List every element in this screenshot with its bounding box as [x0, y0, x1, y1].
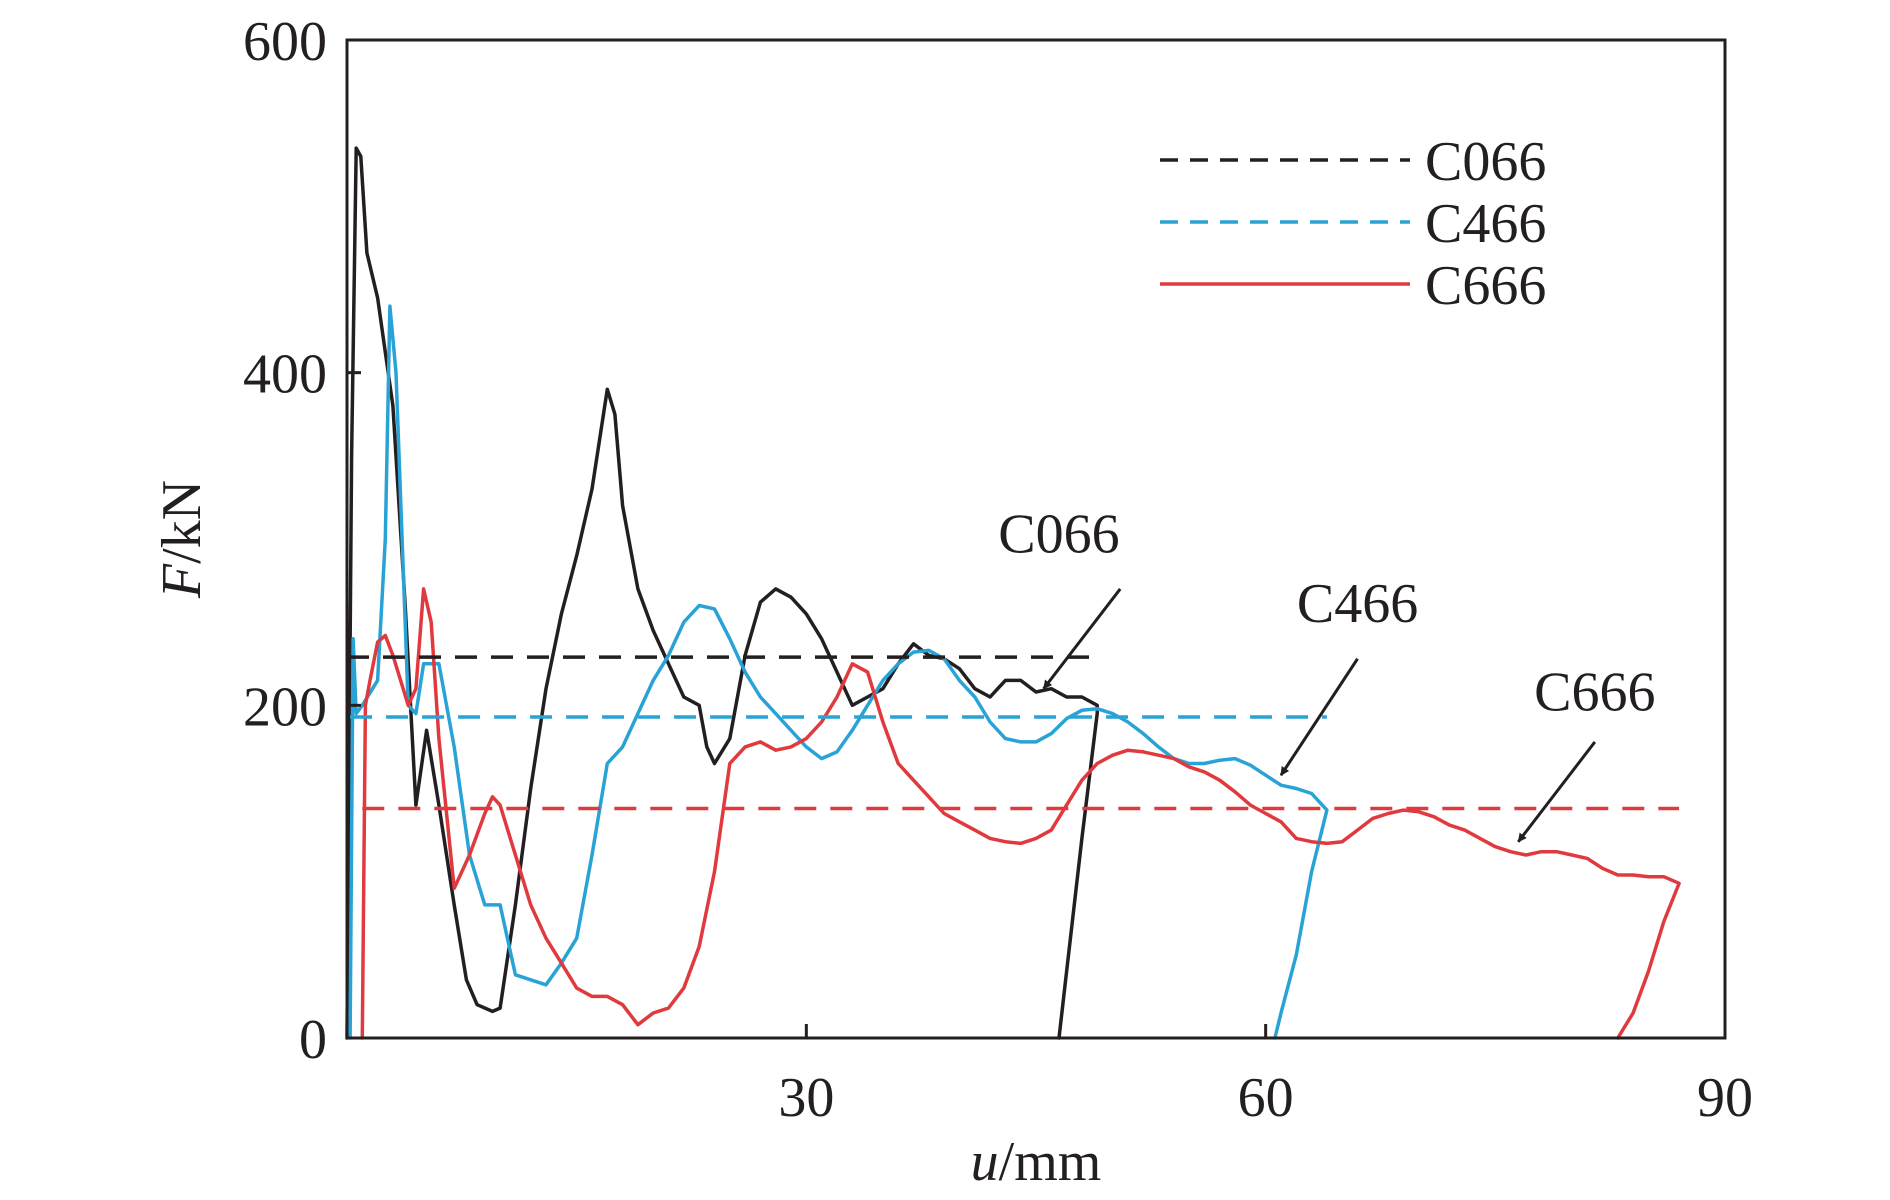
annotation-label-c066: C066 — [998, 503, 1119, 565]
x-tick-label: 90 — [1697, 1067, 1753, 1129]
y-tick-label: 400 — [243, 344, 327, 406]
y-tick-label: 600 — [243, 11, 327, 73]
x-axis-title-unit: /mm — [999, 1131, 1102, 1193]
annotation-label-c666: C666 — [1534, 661, 1655, 723]
series-line-c466 — [348, 304, 1329, 1040]
annotation-arrow-c466 — [1279, 657, 1359, 777]
annotations: C066 C466 C666 — [998, 503, 1656, 843]
annotation-arrow-c066 — [1042, 587, 1122, 690]
x-tick-label: 30 — [778, 1067, 834, 1129]
tick-labels: 0 200 400 600 30 60 90 — [243, 11, 1753, 1129]
y-axis-title: F/kN — [151, 480, 213, 599]
legend-label-c066: C066 — [1425, 131, 1546, 193]
plot-frame — [345, 38, 1727, 1040]
annotation-arrow-c666 — [1517, 741, 1597, 843]
y-axis-title-unit: /kN — [151, 480, 213, 564]
y-axis-title-var: F — [151, 563, 213, 599]
x-axis-title: u/mm — [971, 1131, 1102, 1193]
x-axis-title-var: u — [971, 1131, 999, 1193]
series-line-c066 — [345, 146, 1099, 1040]
legend-label-c666: C666 — [1425, 255, 1546, 317]
series-line-c666 — [360, 587, 1681, 1040]
ticks — [347, 38, 1727, 1040]
y-tick-label: 0 — [299, 1009, 327, 1071]
legend-label-c466: C466 — [1425, 193, 1546, 255]
y-tick-label: 200 — [243, 676, 327, 738]
mean-lines — [347, 655, 1680, 811]
annotation-label-c466: C466 — [1297, 573, 1418, 635]
series-group — [345, 146, 1681, 1040]
x-tick-label: 60 — [1238, 1067, 1294, 1129]
